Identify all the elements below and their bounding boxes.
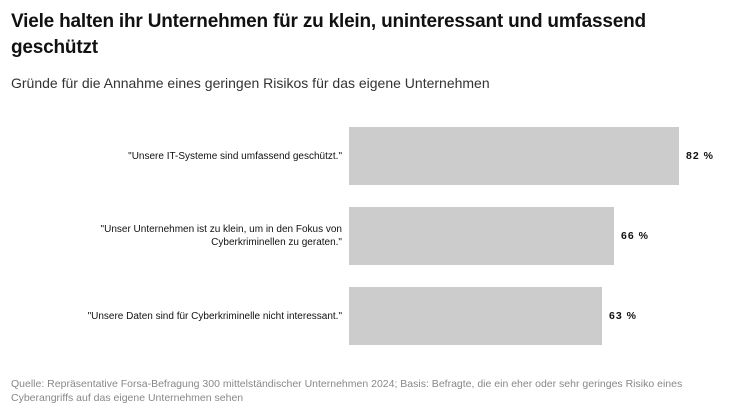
category-label: "Unsere IT-Systeme sind umfassend geschü… bbox=[128, 150, 342, 162]
bar bbox=[349, 127, 679, 185]
value-label: 82 % bbox=[686, 150, 714, 162]
value-label: 66 % bbox=[621, 230, 649, 242]
bar bbox=[349, 287, 602, 345]
bar bbox=[349, 207, 614, 265]
category-label: "Unsere Daten sind für Cyberkriminelle n… bbox=[87, 310, 342, 322]
chart-title: Viele halten ihr Unternehmen für zu klei… bbox=[11, 11, 646, 58]
category-label: "Unser Unternehmen ist zu klein, um in d… bbox=[100, 224, 342, 248]
chart-subtitle: Gründe für die Annahme eines geringen Ri… bbox=[11, 75, 490, 91]
value-label: 63 % bbox=[609, 310, 637, 322]
source-note: Quelle: Repräsentative Forsa-Befragung 3… bbox=[11, 378, 683, 404]
